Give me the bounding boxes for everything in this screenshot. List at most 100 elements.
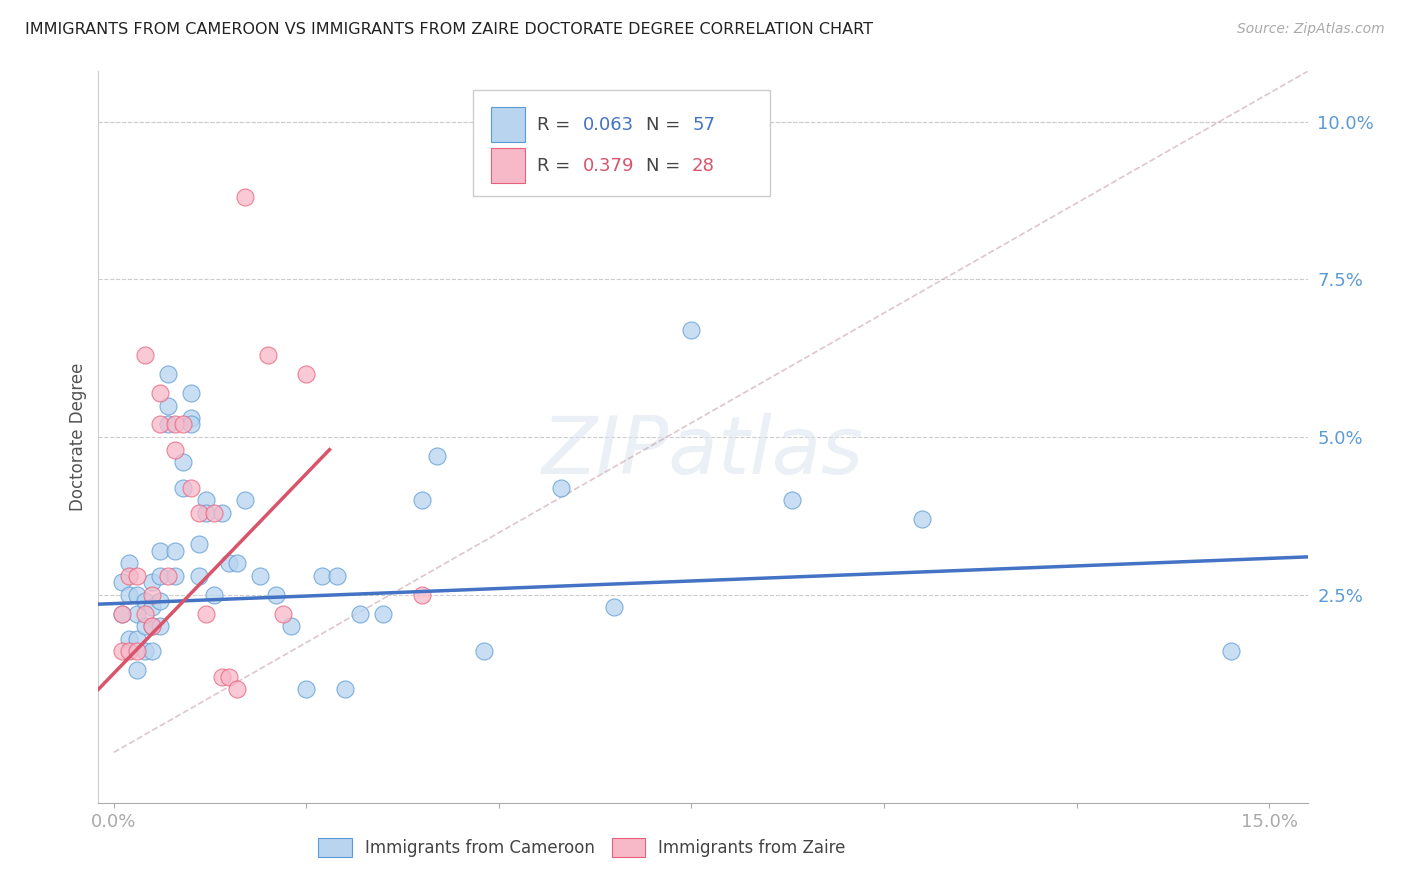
Point: [311, 569, 333, 583]
Point: [125, 644, 148, 658]
Point: [149, 386, 172, 401]
Point: [333, 682, 356, 697]
Point: [180, 386, 202, 401]
Point: [141, 619, 163, 633]
Text: IMMIGRANTS FROM CAMEROON VS IMMIGRANTS FROM ZAIRE DOCTORATE DEGREE CORRELATION C: IMMIGRANTS FROM CAMEROON VS IMMIGRANTS F…: [25, 22, 873, 37]
Y-axis label: Doctorate Degree: Doctorate Degree: [69, 363, 87, 511]
Point: [264, 588, 287, 602]
Point: [187, 506, 209, 520]
Point: [249, 569, 271, 583]
Text: 28: 28: [692, 157, 716, 175]
Point: [603, 600, 626, 615]
Point: [349, 607, 371, 621]
Point: [110, 607, 132, 621]
Point: [911, 512, 934, 526]
Point: [118, 588, 141, 602]
Point: [280, 619, 302, 633]
Point: [681, 323, 703, 337]
Point: [125, 607, 148, 621]
Point: [118, 556, 141, 570]
Point: [134, 644, 156, 658]
Point: [149, 569, 172, 583]
Point: [257, 348, 280, 362]
Point: [211, 506, 233, 520]
Point: [125, 664, 148, 678]
Bar: [492, 107, 526, 143]
Point: [472, 644, 495, 658]
Text: N =: N =: [647, 116, 686, 134]
Point: [233, 493, 256, 508]
Point: [141, 600, 163, 615]
Point: [165, 442, 187, 457]
Point: [134, 348, 156, 362]
Point: [149, 619, 172, 633]
Point: [149, 594, 172, 608]
Text: 0.063: 0.063: [583, 116, 634, 134]
Point: [156, 569, 179, 583]
Text: ZIPatlas: ZIPatlas: [541, 413, 865, 491]
Legend: Immigrants from Cameroon, Immigrants from Zaire: Immigrants from Cameroon, Immigrants fro…: [312, 831, 852, 864]
Point: [180, 417, 202, 432]
Point: [180, 411, 202, 425]
Point: [195, 607, 218, 621]
Point: [1219, 644, 1241, 658]
FancyBboxPatch shape: [474, 90, 769, 195]
Point: [156, 399, 179, 413]
Point: [295, 682, 318, 697]
Point: [271, 607, 294, 621]
Point: [411, 493, 433, 508]
Point: [134, 594, 156, 608]
Point: [165, 417, 187, 432]
Text: Source: ZipAtlas.com: Source: ZipAtlas.com: [1237, 22, 1385, 37]
Point: [156, 367, 179, 381]
Point: [125, 632, 148, 646]
Point: [141, 575, 163, 590]
Point: [118, 569, 141, 583]
Point: [125, 588, 148, 602]
Point: [118, 632, 141, 646]
Point: [426, 449, 449, 463]
Point: [110, 575, 132, 590]
Text: 0.379: 0.379: [583, 157, 634, 175]
Point: [149, 417, 172, 432]
Point: [180, 481, 202, 495]
Point: [165, 569, 187, 583]
Point: [118, 644, 141, 658]
Point: [226, 556, 249, 570]
Text: N =: N =: [647, 157, 686, 175]
Point: [780, 493, 803, 508]
Point: [134, 607, 156, 621]
Point: [141, 619, 163, 633]
Point: [110, 644, 132, 658]
Point: [226, 682, 249, 697]
Point: [195, 506, 218, 520]
Point: [411, 588, 433, 602]
Point: [202, 588, 225, 602]
Point: [125, 569, 148, 583]
Point: [211, 670, 233, 684]
Point: [195, 493, 218, 508]
Point: [202, 506, 225, 520]
Point: [373, 607, 395, 621]
Bar: [492, 148, 526, 183]
Text: R =: R =: [537, 116, 576, 134]
Point: [172, 417, 194, 432]
Point: [141, 644, 163, 658]
Text: R =: R =: [537, 157, 576, 175]
Point: [172, 455, 194, 469]
Point: [187, 569, 209, 583]
Point: [156, 417, 179, 432]
Point: [172, 481, 194, 495]
Point: [326, 569, 349, 583]
Point: [233, 190, 256, 204]
Text: 57: 57: [692, 116, 716, 134]
Point: [550, 481, 572, 495]
Point: [149, 543, 172, 558]
Point: [218, 556, 240, 570]
Point: [110, 607, 132, 621]
Point: [295, 367, 318, 381]
Point: [141, 588, 163, 602]
Point: [218, 670, 240, 684]
Point: [134, 619, 156, 633]
Point: [165, 543, 187, 558]
